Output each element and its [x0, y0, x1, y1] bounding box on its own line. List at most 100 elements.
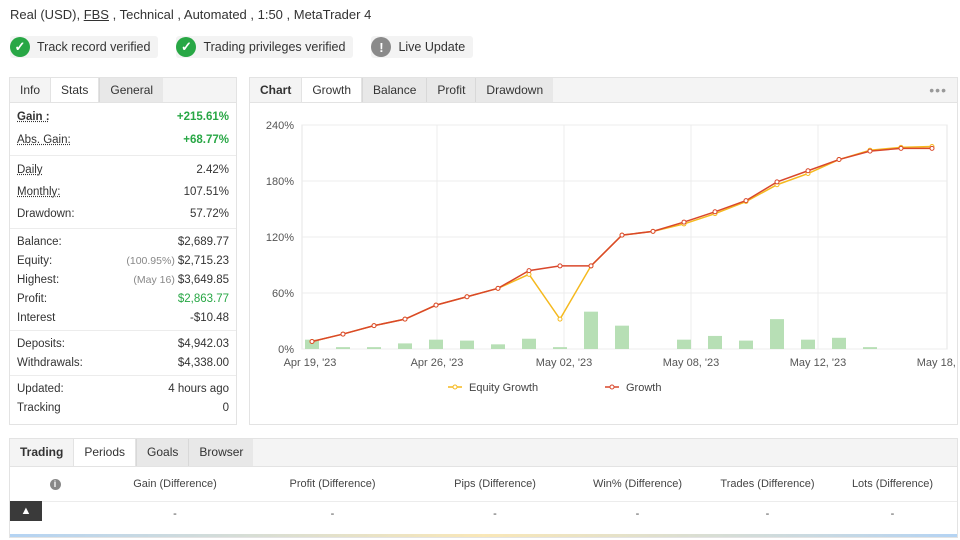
update-group: Updated: 4 hours ago Tracking 0 [10, 376, 236, 420]
profit-bar [863, 347, 877, 349]
monthly-label[interactable]: Monthly: [17, 186, 61, 198]
tab-periods[interactable]: Periods [73, 439, 137, 466]
stats-panel: Info Stats General Gain : +215.61% Abs. G… [9, 77, 237, 425]
y-tick-label: 0% [278, 344, 294, 356]
growth-point [681, 219, 687, 225]
tracking-value: 0 [222, 401, 229, 414]
deposits-value: $4,942.03 [177, 337, 229, 350]
interest-value: -$10.48 [189, 311, 229, 324]
growth-chart: 240% 180% 120% 60% 0%Apr 19, '23 Apr 26, '23 M… [266, 120, 957, 394]
growth-point [929, 145, 935, 151]
tab-profit[interactable]: Profit [426, 78, 476, 102]
col-pips[interactable]: Pips (Difference) [454, 478, 536, 490]
periods-table-header: i Gain (Difference) Profit (Difference) … [10, 467, 957, 502]
equity-label: Equity: [17, 254, 53, 267]
gain-label[interactable]: Gain : [17, 111, 50, 123]
updated-value: 4 hours ago [168, 382, 229, 395]
col-profit[interactable]: Profit (Difference) [289, 478, 376, 490]
abs-gain-label[interactable]: Abs. Gain: [17, 134, 71, 146]
chart-panel: Chart Growth Balance Profit Drawdown •••… [249, 77, 958, 425]
x-tick-label: May 02, '23 [536, 357, 593, 369]
growth-point [402, 316, 408, 322]
tab-trading[interactable]: Trading [20, 445, 64, 459]
col-lots[interactable]: Lots (Difference) [851, 478, 934, 490]
withdrawals-label: Withdrawals: [17, 356, 83, 369]
cell-trades: - [765, 508, 770, 520]
profit-bar [708, 335, 722, 349]
growth-point [588, 263, 594, 269]
abs-gain-value: +68.77% [183, 134, 229, 146]
profit-bar [832, 337, 846, 349]
equity-percent: (100.95%) [126, 254, 175, 267]
daily-label[interactable]: Daily [17, 164, 43, 176]
tab-chart[interactable]: Chart [260, 83, 292, 97]
bottom-accent [10, 534, 957, 537]
profit-bar [615, 325, 629, 349]
cell-pips: - [493, 508, 497, 520]
y-tick-label: 60% [272, 288, 294, 300]
profit-value: $2,863.77 [177, 292, 229, 305]
broker-link[interactable]: FBS [83, 7, 109, 22]
equity-value: $2,715.23 [177, 254, 229, 267]
tab-growth[interactable]: Growth [301, 78, 363, 102]
cell-win: - [635, 508, 640, 520]
col-gain[interactable]: Gain (Difference) [133, 478, 217, 490]
equity-point [557, 316, 563, 322]
legend-marker [452, 384, 458, 390]
legend-marker [609, 384, 615, 390]
interest-label: Interest [17, 311, 56, 324]
profit-bar [429, 339, 443, 349]
profit-bar [336, 347, 350, 349]
growth-point [650, 228, 656, 234]
growth-point [433, 302, 439, 308]
col-trades[interactable]: Trades (Difference) [720, 478, 815, 490]
tab-info[interactable]: Info [20, 83, 41, 97]
chart-menu-icon[interactable]: ••• [929, 82, 947, 98]
profit-bar [553, 347, 567, 349]
growth-point [557, 263, 563, 269]
badge-label: Live Update [398, 40, 466, 54]
x-tick-label: Apr 19, '23 [284, 357, 337, 369]
growth-point [495, 285, 501, 291]
periods-panel: Trading Periods Goals Browser i Gain (Di… [9, 438, 958, 538]
info-icon-cell: i [10, 478, 100, 490]
balance-group: Balance: $2,689.77 Equity: (100.95%) $2,715… [10, 229, 236, 331]
tab-drawdown[interactable]: Drawdown [475, 78, 554, 102]
profit-bar [398, 343, 412, 349]
badge-track-record[interactable]: ✓ Track record verified [10, 36, 159, 58]
rate-group: Daily 2.42% Monthly: 107.51% Drawdown: 57.7… [10, 156, 236, 229]
x-tick-label: May 18, '23 [917, 357, 957, 369]
account-suffix: , Technical , Automated , 1:50 , MetaTra… [108, 7, 372, 22]
tab-balance[interactable]: Balance [362, 78, 427, 102]
col-win[interactable]: Win% (Difference) [592, 478, 683, 490]
drawdown-value: 57.72% [189, 208, 229, 220]
growth-point [526, 268, 532, 274]
profit-bar [305, 339, 319, 349]
tab-browser[interactable]: Browser [188, 439, 254, 466]
highest-value-wrap: (May 16) $3,649.85 [133, 274, 229, 286]
badge-live-update[interactable]: ! Live Update [371, 36, 474, 58]
growth-point [743, 198, 749, 204]
profit-bar [801, 339, 815, 349]
tab-stats[interactable]: Stats [50, 78, 100, 102]
info-icon[interactable]: i [49, 479, 61, 490]
profit-bar [584, 311, 598, 349]
tab-general[interactable]: General [99, 78, 164, 102]
growth-point [867, 148, 873, 154]
profit-bar [739, 340, 753, 349]
badge-label: Track record verified [37, 40, 151, 54]
check-icon: ✓ [10, 37, 30, 57]
badge-trading-privileges[interactable]: ✓ Trading privileges verified [176, 36, 354, 58]
daily-value: 2.42% [196, 164, 229, 176]
tab-goals[interactable]: Goals [136, 439, 189, 466]
cell-lots: - [890, 508, 895, 520]
growth-point [371, 323, 377, 329]
cell-gain: - [173, 508, 177, 520]
profit-bar [770, 319, 784, 349]
growth-point [805, 168, 811, 174]
y-tick-label: 240% [266, 120, 294, 132]
growth-point [774, 179, 780, 185]
scroll-up-button[interactable]: ▲ [10, 501, 42, 521]
profit-bar [677, 339, 691, 349]
tracking-label: Tracking [17, 401, 61, 414]
